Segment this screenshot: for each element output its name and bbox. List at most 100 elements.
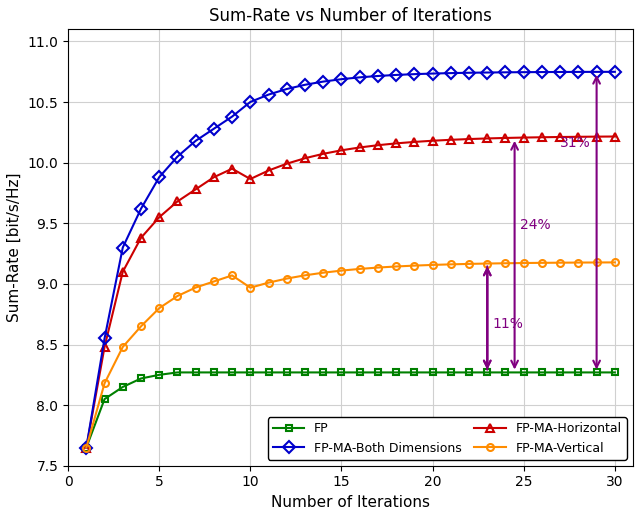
FP-MA-Vertical (556, 260, 564, 266)
FP-MA-Vertical (265, 280, 273, 286)
FP-MA-Horizontal (483, 135, 491, 142)
FP-MA-Horizontal (465, 136, 473, 142)
FP (575, 369, 582, 375)
FP-MA-Vertical (392, 263, 400, 269)
FP-MA-Vertical (520, 260, 527, 266)
FP-MA-Both Dimensions (283, 86, 291, 92)
FP-MA-Horizontal (192, 186, 200, 192)
FP-MA-Vertical (447, 261, 454, 267)
FP-MA-Vertical (374, 265, 381, 271)
FP-MA-Horizontal (556, 134, 564, 140)
FP-MA-Horizontal (356, 144, 364, 150)
FP (156, 372, 163, 378)
FP-MA-Both Dimensions (392, 72, 400, 78)
FP-MA-Horizontal (338, 147, 346, 154)
FP (611, 369, 619, 375)
FP-MA-Both Dimensions (83, 445, 90, 451)
Text: 31%: 31% (560, 136, 591, 150)
FP-MA-Horizontal (283, 161, 291, 167)
Legend: FP, FP-MA-Both Dimensions, FP-MA-Horizontal, FP-MA-Vertical: FP, FP-MA-Both Dimensions, FP-MA-Horizon… (268, 417, 627, 460)
FP (356, 369, 364, 375)
FP-MA-Both Dimensions (246, 99, 254, 105)
Line: FP-MA-Horizontal: FP-MA-Horizontal (82, 132, 619, 452)
FP-MA-Both Dimensions (265, 92, 273, 98)
FP-MA-Vertical (83, 445, 90, 451)
FP-MA-Vertical (283, 276, 291, 282)
FP-MA-Both Dimensions (374, 73, 381, 79)
FP-MA-Horizontal (301, 155, 309, 161)
FP-MA-Vertical (156, 305, 163, 311)
FP-MA-Both Dimensions (319, 79, 327, 85)
FP-MA-Horizontal (100, 344, 108, 350)
FP (119, 384, 127, 390)
FP (246, 369, 254, 375)
FP-MA-Vertical (502, 260, 509, 266)
Text: 24%: 24% (520, 218, 550, 232)
FP-MA-Horizontal (575, 134, 582, 140)
FP (338, 369, 346, 375)
FP-MA-Both Dimensions (173, 154, 181, 160)
FP-MA-Both Dimensions (520, 69, 527, 75)
FP-MA-Vertical (100, 380, 108, 386)
FP-MA-Horizontal (374, 142, 381, 148)
FP (319, 369, 327, 375)
Line: FP-MA-Vertical: FP-MA-Vertical (83, 259, 618, 451)
FP-MA-Both Dimensions (301, 82, 309, 88)
FP (210, 369, 218, 375)
FP-MA-Both Dimensions (192, 138, 200, 144)
FP (502, 369, 509, 375)
FP (465, 369, 473, 375)
FP (301, 369, 309, 375)
FP-MA-Vertical (338, 267, 346, 273)
FP-MA-Both Dimensions (356, 74, 364, 81)
Line: FP: FP (83, 369, 618, 451)
FP (410, 369, 418, 375)
FP-MA-Vertical (228, 272, 236, 279)
FP-MA-Both Dimensions (228, 113, 236, 119)
FP-MA-Both Dimensions (429, 70, 436, 77)
FP (447, 369, 454, 375)
FP-MA-Both Dimensions (119, 245, 127, 251)
FP-MA-Horizontal (538, 134, 546, 140)
FP-MA-Vertical (137, 323, 145, 329)
FP (556, 369, 564, 375)
FP-MA-Horizontal (246, 176, 254, 182)
FP-MA-Vertical (410, 263, 418, 269)
FP-MA-Vertical (173, 293, 181, 299)
FP-MA-Both Dimensions (410, 71, 418, 77)
FP-MA-Horizontal (410, 139, 418, 145)
X-axis label: Number of Iterations: Number of Iterations (271, 495, 430, 510)
FP (192, 369, 200, 375)
FP (520, 369, 527, 375)
FP-MA-Vertical (593, 260, 600, 266)
FP (265, 369, 273, 375)
FP-MA-Horizontal (210, 174, 218, 180)
FP (228, 369, 236, 375)
Line: FP-MA-Both Dimensions: FP-MA-Both Dimensions (82, 68, 619, 452)
FP (83, 445, 90, 451)
FP-MA-Horizontal (319, 151, 327, 157)
FP-MA-Both Dimensions (502, 69, 509, 75)
FP-MA-Both Dimensions (210, 126, 218, 132)
Text: 11%: 11% (493, 317, 524, 331)
FP-MA-Horizontal (593, 133, 600, 140)
FP-MA-Vertical (575, 260, 582, 266)
FP-MA-Horizontal (520, 134, 527, 141)
FP-MA-Vertical (319, 269, 327, 276)
FP (392, 369, 400, 375)
FP-MA-Both Dimensions (556, 69, 564, 75)
FP-MA-Horizontal (119, 269, 127, 275)
FP (100, 396, 108, 402)
FP-MA-Horizontal (173, 199, 181, 205)
FP (593, 369, 600, 375)
FP-MA-Both Dimensions (137, 206, 145, 212)
FP-MA-Vertical (483, 261, 491, 267)
FP-MA-Vertical (192, 284, 200, 291)
FP (483, 369, 491, 375)
FP (173, 369, 181, 375)
FP-MA-Horizontal (502, 135, 509, 141)
FP-MA-Both Dimensions (593, 69, 600, 75)
FP-MA-Both Dimensions (100, 336, 108, 342)
FP-MA-Both Dimensions (338, 76, 346, 82)
FP-MA-Horizontal (611, 133, 619, 140)
